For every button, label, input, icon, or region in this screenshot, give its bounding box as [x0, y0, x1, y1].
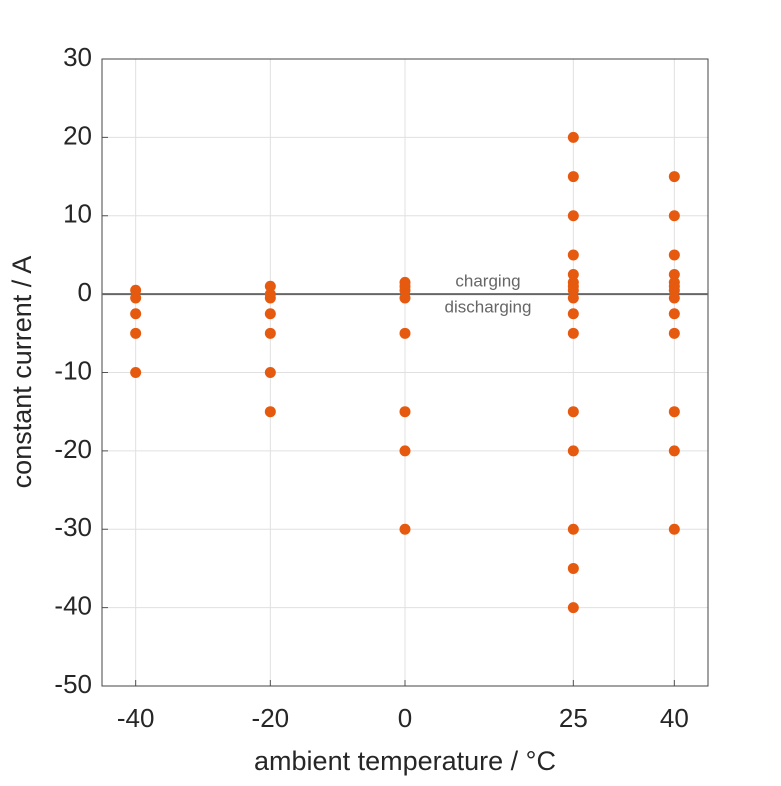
point — [567, 131, 579, 143]
point — [567, 308, 579, 320]
point — [668, 171, 680, 183]
point — [668, 406, 680, 418]
point — [264, 292, 276, 304]
point — [130, 327, 142, 339]
point — [399, 327, 411, 339]
point — [567, 171, 579, 183]
point — [567, 269, 579, 281]
point — [130, 308, 142, 320]
x-tick-label: -40 — [117, 703, 155, 733]
plot-frame — [101, 58, 709, 687]
y-tick-label: -50 — [54, 669, 92, 699]
point — [264, 367, 276, 378]
point — [264, 327, 276, 339]
point — [668, 284, 680, 296]
point — [567, 327, 579, 339]
point — [399, 292, 411, 304]
point — [668, 249, 680, 261]
point — [567, 210, 579, 222]
point — [668, 269, 680, 281]
point — [567, 523, 579, 535]
x-tick-label: -20 — [252, 703, 290, 733]
point — [399, 406, 411, 418]
point — [668, 523, 680, 535]
point — [668, 210, 680, 222]
point — [567, 406, 579, 418]
annotation: charging — [455, 272, 520, 291]
point — [668, 445, 680, 457]
point — [567, 249, 579, 261]
x-axis-label: ambient temperature / °C — [254, 746, 556, 776]
point — [130, 284, 142, 296]
point — [567, 562, 579, 574]
y-tick-label: 20 — [63, 120, 92, 150]
annotation: discharging — [445, 298, 532, 317]
point — [567, 445, 579, 457]
y-tick-label: 0 — [78, 277, 92, 307]
y-tick-label: 30 — [63, 42, 92, 72]
point — [399, 445, 411, 457]
x-tick-label: 25 — [559, 703, 588, 733]
y-tick-label: -30 — [54, 512, 92, 542]
point — [399, 284, 411, 296]
point — [668, 308, 680, 320]
point — [668, 327, 680, 339]
y-axis-label: constant current / A — [7, 256, 37, 489]
point — [130, 292, 142, 304]
y-tick-label: -10 — [54, 355, 92, 385]
point — [264, 308, 276, 320]
point — [399, 523, 411, 535]
point — [567, 284, 579, 296]
y-tick-label: -20 — [54, 434, 92, 464]
point — [567, 292, 579, 304]
x-tick-label: 0 — [398, 703, 412, 733]
y-tick-label: 10 — [63, 199, 92, 229]
point — [130, 367, 142, 378]
point — [668, 292, 680, 304]
point — [264, 406, 276, 418]
x-tick-label: 40 — [660, 703, 689, 733]
point — [264, 280, 276, 292]
point — [567, 602, 579, 614]
y-tick-label: -40 — [54, 591, 92, 621]
